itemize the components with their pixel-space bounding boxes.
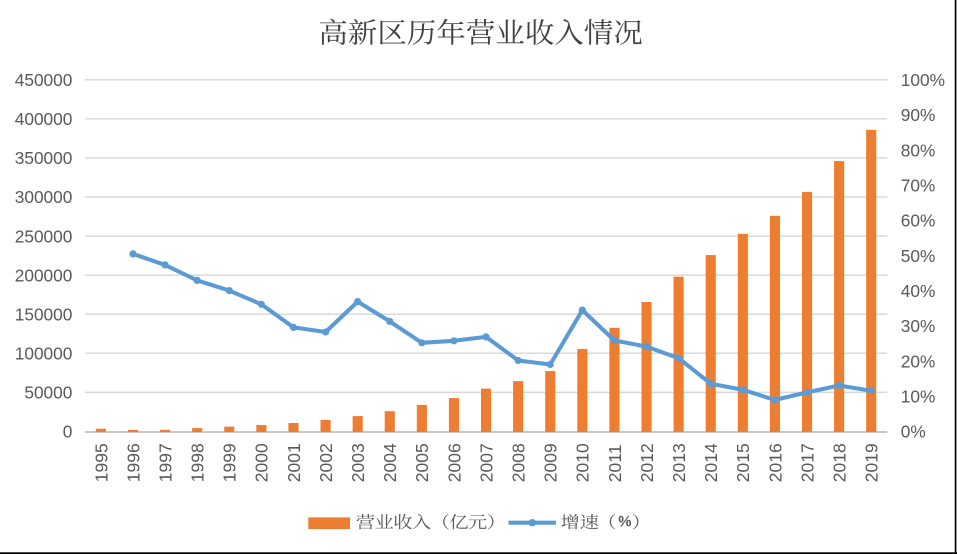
svg-text:2012: 2012: [637, 443, 657, 482]
svg-text:2005: 2005: [412, 443, 432, 482]
svg-text:2019: 2019: [862, 443, 882, 482]
svg-text:350000: 350000: [15, 148, 73, 168]
svg-text:2018: 2018: [829, 443, 849, 482]
svg-text:50%: 50%: [901, 246, 936, 266]
svg-text:150000: 150000: [15, 304, 73, 324]
svg-text:0%: 0%: [901, 422, 926, 442]
svg-text:2016: 2016: [765, 443, 785, 482]
svg-text:2002: 2002: [316, 443, 336, 482]
svg-text:2010: 2010: [573, 443, 593, 482]
svg-text:100%: 100%: [901, 70, 945, 90]
svg-text:90%: 90%: [901, 105, 936, 125]
svg-text:2001: 2001: [284, 443, 304, 482]
svg-text:450000: 450000: [15, 70, 73, 90]
svg-text:10%: 10%: [901, 386, 936, 406]
svg-text:2009: 2009: [541, 443, 561, 482]
svg-text:40%: 40%: [901, 281, 936, 301]
svg-text:2004: 2004: [380, 443, 400, 482]
svg-text:300000: 300000: [15, 187, 73, 207]
svg-text:2008: 2008: [509, 443, 529, 482]
svg-text:1995: 1995: [91, 443, 111, 482]
svg-text:60%: 60%: [901, 211, 936, 231]
svg-text:70%: 70%: [901, 175, 936, 195]
svg-text:2014: 2014: [701, 443, 721, 482]
svg-text:1999: 1999: [220, 443, 240, 482]
svg-text:1998: 1998: [188, 443, 208, 482]
svg-text:2007: 2007: [476, 443, 496, 482]
svg-text:30%: 30%: [901, 316, 936, 336]
svg-text:80%: 80%: [901, 140, 936, 160]
svg-text:1997: 1997: [155, 443, 175, 482]
svg-text:2003: 2003: [348, 443, 368, 482]
svg-text:2015: 2015: [733, 443, 753, 482]
svg-text:0: 0: [63, 422, 73, 442]
svg-text:200000: 200000: [15, 265, 73, 285]
svg-text:2013: 2013: [669, 443, 689, 482]
svg-text:50000: 50000: [24, 383, 72, 403]
svg-text:2006: 2006: [444, 443, 464, 482]
svg-text:2000: 2000: [252, 443, 272, 482]
svg-text:250000: 250000: [15, 226, 73, 246]
svg-text:2011: 2011: [605, 445, 625, 483]
svg-text:1996: 1996: [123, 443, 143, 482]
svg-text:20%: 20%: [901, 351, 936, 371]
svg-text:2017: 2017: [797, 443, 817, 482]
svg-text:400000: 400000: [15, 109, 73, 129]
svg-text:100000: 100000: [15, 343, 73, 363]
